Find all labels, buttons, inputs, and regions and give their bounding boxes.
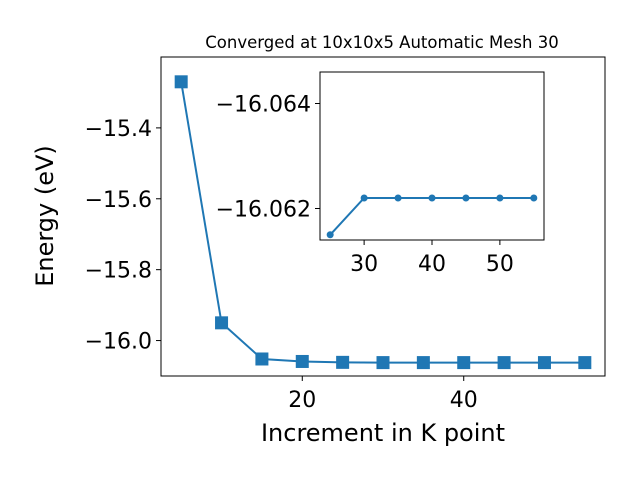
data-point xyxy=(578,356,592,370)
data-point xyxy=(360,194,368,202)
inset-plot-frame xyxy=(319,71,545,241)
x-axis-label: Increment in K point xyxy=(261,419,505,447)
inset-y-ticks: −16.064 −16.062 xyxy=(216,93,320,223)
data-point xyxy=(376,356,390,370)
y-tick-label: −16.064 xyxy=(216,93,311,118)
main-x-ticks: 20 40 xyxy=(288,376,478,413)
inset-x-ticks: 30 40 50 xyxy=(350,240,514,277)
data-point xyxy=(295,354,309,368)
data-point xyxy=(497,356,511,370)
data-point xyxy=(336,355,350,369)
data-point xyxy=(326,231,334,239)
data-point xyxy=(394,194,402,202)
inset-axes: −16.064 −16.062 30 40 50 xyxy=(216,71,545,277)
y-tick-label: −15.6 xyxy=(85,188,152,213)
data-point xyxy=(416,356,430,370)
inset-series xyxy=(326,194,538,239)
data-point xyxy=(174,75,188,89)
main-plot-frame xyxy=(160,56,606,377)
y-tick-label: −15.4 xyxy=(85,117,152,142)
main-series xyxy=(174,75,592,370)
data-point xyxy=(530,194,538,202)
y-tick-label: −15.8 xyxy=(85,259,152,284)
x-tick-label: 40 xyxy=(418,252,446,277)
data-point xyxy=(537,356,551,370)
main-y-ticks: −16.0 −15.8 −15.6 −15.4 xyxy=(85,117,161,355)
data-point xyxy=(215,316,229,330)
main-axes: Converged at 10x10x5 Automatic Mesh 30 −… xyxy=(31,33,606,447)
x-tick-label: 30 xyxy=(350,252,378,277)
data-point xyxy=(496,194,504,202)
y-axis-label: Energy (eV) xyxy=(31,145,59,287)
chart-title: Converged at 10x10x5 Automatic Mesh 30 xyxy=(205,33,558,52)
data-point xyxy=(428,194,436,202)
x-tick-label: 20 xyxy=(288,388,316,413)
data-point xyxy=(457,356,471,370)
x-tick-label: 40 xyxy=(450,388,478,413)
data-point xyxy=(255,352,269,366)
x-tick-label: 50 xyxy=(486,252,514,277)
y-tick-label: −16.0 xyxy=(85,330,152,355)
y-tick-label: −16.062 xyxy=(216,198,311,223)
data-point xyxy=(462,194,470,202)
